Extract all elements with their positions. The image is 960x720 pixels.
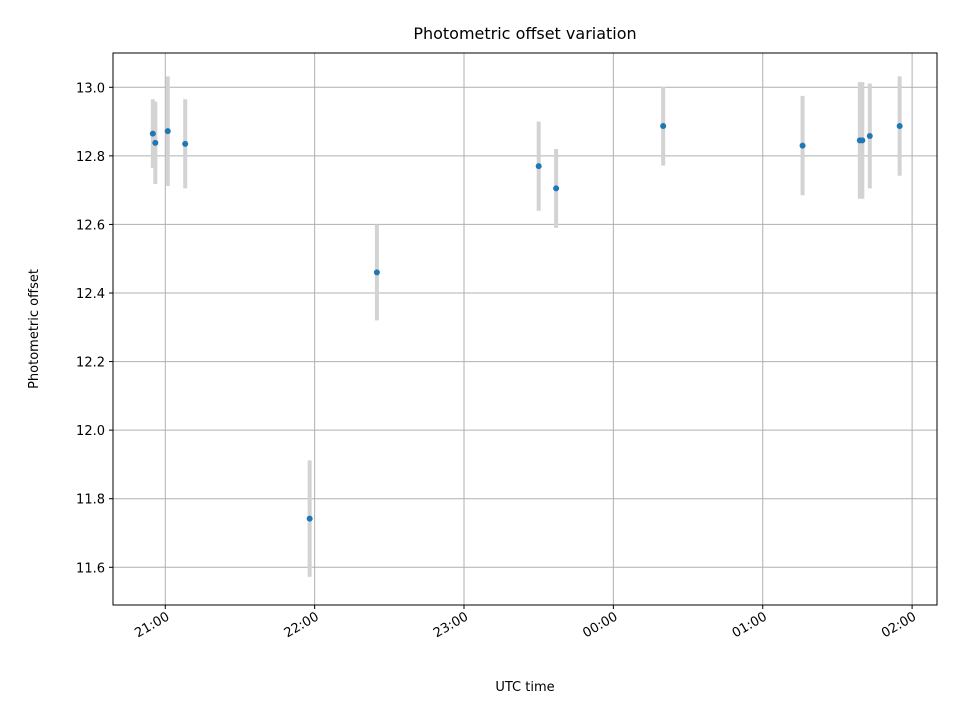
y-axis-label: Photometric offset (27, 269, 42, 389)
x-tick-label: 00:00 (580, 609, 620, 641)
data-point (553, 185, 560, 192)
data-point (149, 130, 156, 137)
data-point (866, 132, 873, 139)
x-axis-ticks: 21:00 22:00 23:00 00:00 01:00 02:00 (132, 605, 919, 641)
data-point (535, 163, 542, 170)
data-point (660, 123, 667, 130)
error-bars (150, 76, 902, 577)
y-tick-label: 12.6 (76, 218, 105, 233)
data-point (164, 128, 171, 135)
y-axis-ticks: 11.6 11.8 12.0 12.2 12.4 12.6 12.8 13.0 (76, 81, 113, 576)
plot-frame (112, 52, 938, 606)
data-point (799, 142, 806, 149)
data-points (149, 123, 903, 522)
y-tick-label: 12.8 (76, 150, 105, 165)
data-point (859, 137, 866, 144)
x-tick-label: 02:00 (879, 609, 919, 641)
x-axis-label: UTC time (495, 680, 554, 695)
grid-lines (113, 53, 937, 605)
y-tick-label: 11.8 (76, 493, 105, 508)
x-tick-label: 01:00 (730, 609, 770, 641)
y-tick-label: 11.6 (76, 561, 105, 576)
data-point (896, 123, 903, 130)
x-tick-label: 21:00 (132, 609, 172, 641)
data-point (152, 139, 159, 146)
y-tick-label: 12.0 (76, 424, 105, 439)
x-tick-label: 22:00 (282, 609, 322, 641)
chart-title: Photometric offset variation (413, 24, 636, 43)
data-point (306, 515, 313, 522)
data-point (182, 140, 189, 147)
x-tick-label: 23:00 (431, 609, 471, 641)
y-tick-label: 12.4 (76, 287, 105, 302)
y-tick-label: 12.2 (76, 356, 105, 371)
data-point (373, 269, 380, 276)
y-tick-label: 13.0 (76, 81, 105, 96)
